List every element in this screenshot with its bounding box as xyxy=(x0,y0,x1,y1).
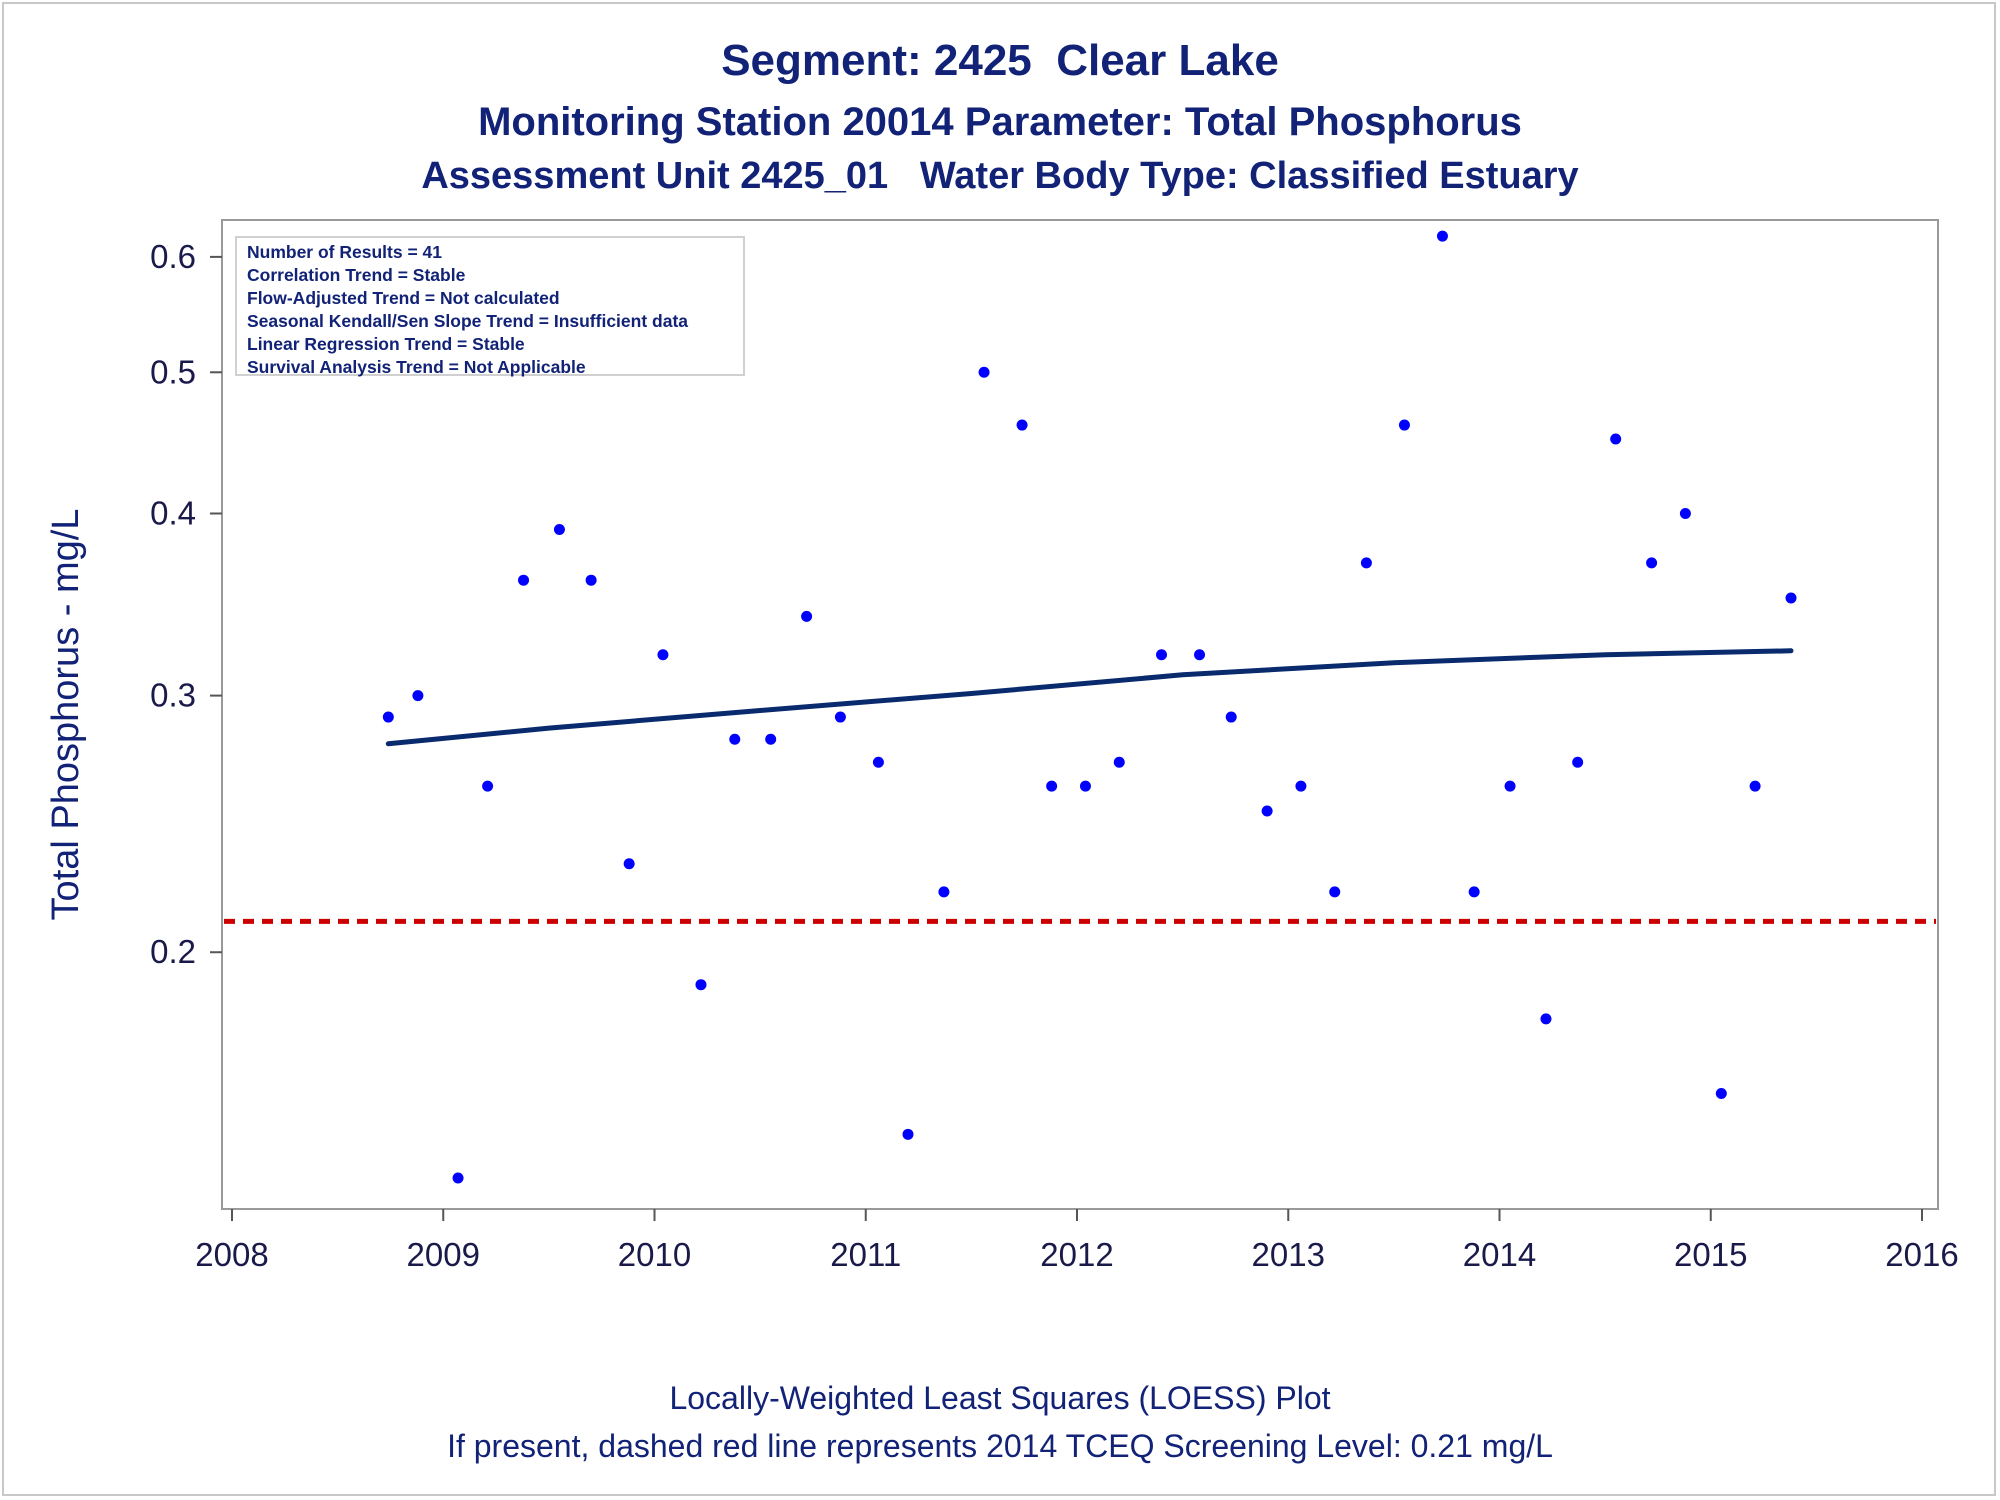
y-tick-label: 0.4 xyxy=(150,495,196,532)
x-tick-label: 2015 xyxy=(1674,1236,1747,1273)
data-point xyxy=(585,574,597,586)
y-tick-label: 0.6 xyxy=(150,238,196,275)
data-point xyxy=(1572,756,1584,768)
data-point xyxy=(801,610,813,622)
data-point xyxy=(1646,557,1658,569)
loess-trend-line xyxy=(385,648,1794,747)
x-tick-label: 2016 xyxy=(1885,1236,1958,1273)
footnote-screening-level: If present, dashed red line represents 2… xyxy=(447,1428,1553,1464)
data-point xyxy=(553,524,565,536)
data-point xyxy=(978,366,990,378)
data-point xyxy=(382,711,394,723)
data-point xyxy=(1468,886,1480,898)
data-point xyxy=(938,886,950,898)
stats-seasonal-kendall-trend: Seasonal Kendall/Sen Slope Trend = Insuf… xyxy=(247,311,689,331)
chart-title: Segment: 2425 Clear Lake xyxy=(721,36,1279,85)
data-point xyxy=(1113,756,1125,768)
chart-subtitle-station: Monitoring Station 20014 Parameter: Tota… xyxy=(478,100,1522,144)
data-point xyxy=(518,574,530,586)
data-point xyxy=(834,711,846,723)
data-point xyxy=(1749,780,1761,792)
data-point xyxy=(1610,433,1622,445)
data-point xyxy=(1436,230,1448,242)
data-point xyxy=(902,1128,914,1140)
y-tick-label: 0.2 xyxy=(150,933,196,970)
data-point xyxy=(1715,1087,1727,1099)
data-point xyxy=(1225,711,1237,723)
trend-stats-box: Number of Results = 41 Correlation Trend… xyxy=(235,236,745,377)
data-point xyxy=(657,649,669,661)
data-point xyxy=(1398,419,1410,431)
data-point xyxy=(1016,419,1028,431)
data-point xyxy=(1156,649,1167,661)
footnote-loess: Locally-Weighted Least Squares (LOESS) P… xyxy=(669,1380,1331,1416)
data-point xyxy=(729,733,741,745)
stats-correlation-trend: Correlation Trend = Stable xyxy=(247,265,466,285)
stats-survival-analysis-trend: Survival Analysis Trend = Not Applicable xyxy=(247,357,586,377)
stats-flow-adjusted-trend: Flow-Adjusted Trend = Not calculated xyxy=(247,288,560,308)
x-tick-label: 2014 xyxy=(1463,1236,1536,1273)
data-point xyxy=(1504,780,1516,792)
x-tick-label: 2012 xyxy=(1040,1236,1113,1273)
data-point xyxy=(1360,557,1372,569)
y-tick-label: 0.5 xyxy=(150,353,196,390)
stats-number-of-results: Number of Results = 41 xyxy=(247,242,442,262)
data-point xyxy=(623,858,635,870)
data-point xyxy=(482,780,494,792)
plot-area-border xyxy=(221,219,1939,1210)
x-tick-label: 2009 xyxy=(407,1236,480,1273)
data-point xyxy=(1785,592,1797,604)
y-tick-label: 0.3 xyxy=(150,677,196,714)
data-point xyxy=(872,756,884,768)
data-point xyxy=(695,979,707,991)
y-axis-label: Total Phosphorus - mg/L xyxy=(45,509,87,921)
x-tick-label: 2010 xyxy=(618,1236,691,1273)
x-tick-label: 2013 xyxy=(1252,1236,1325,1273)
chart-subtitle-assessment: Assessment Unit 2425_01 Water Body Type:… xyxy=(421,155,1579,197)
data-point xyxy=(1261,805,1273,817)
data-point xyxy=(452,1172,464,1184)
data-point xyxy=(765,733,777,745)
data-point xyxy=(1329,886,1341,898)
data-point xyxy=(1540,1013,1552,1025)
data-point xyxy=(1295,780,1307,792)
x-tick-label: 2008 xyxy=(195,1236,268,1273)
x-tick-label: 2011 xyxy=(830,1236,901,1273)
data-point xyxy=(1679,508,1691,520)
stats-linear-regression-trend: Linear Regression Trend = Stable xyxy=(247,334,525,354)
data-point xyxy=(1046,780,1058,792)
data-point xyxy=(1079,780,1091,792)
data-point xyxy=(412,690,424,702)
data-point xyxy=(1194,649,1206,661)
